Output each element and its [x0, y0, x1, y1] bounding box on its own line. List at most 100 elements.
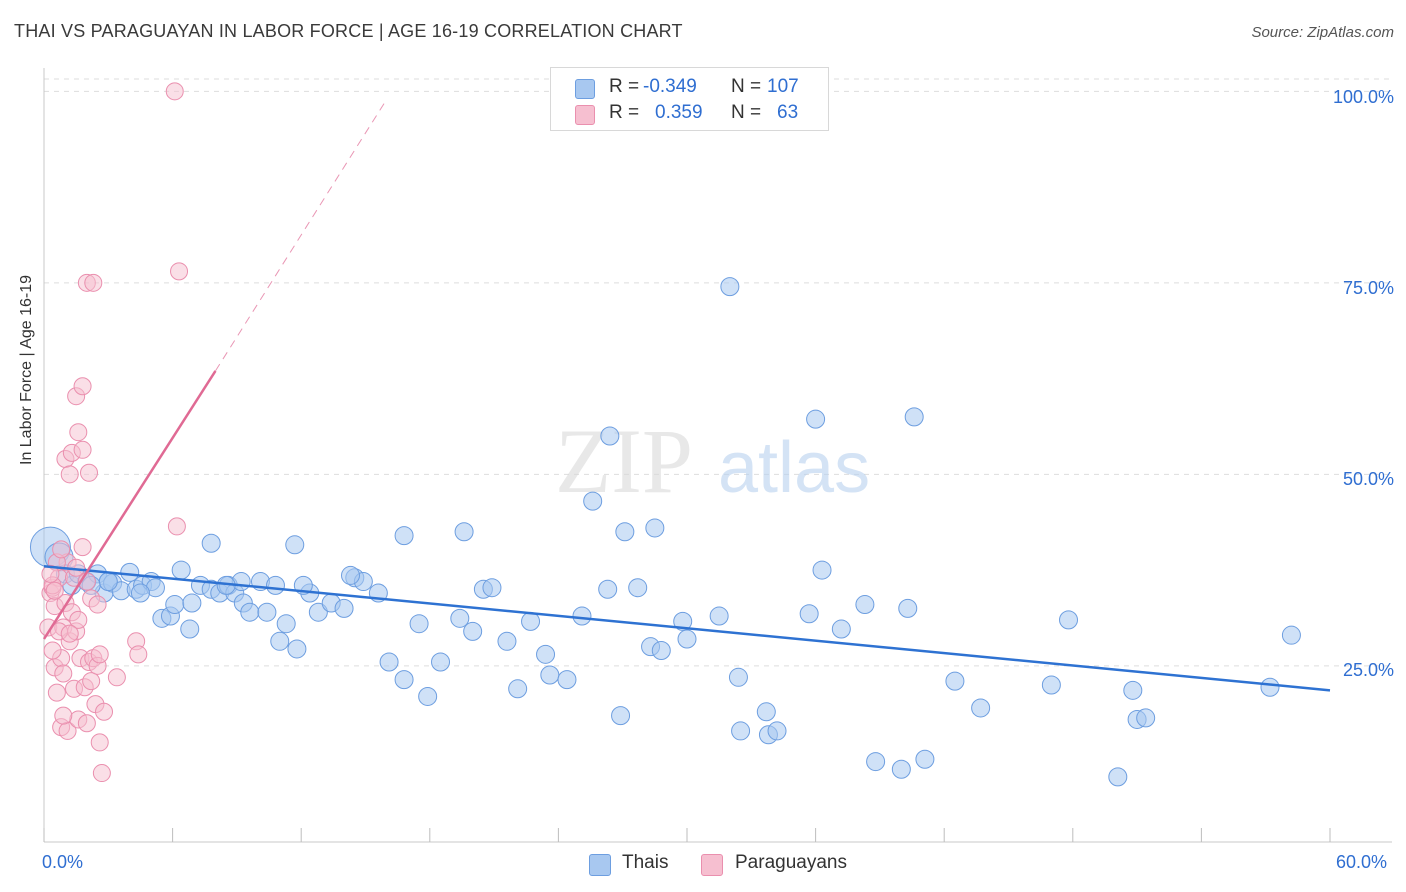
- thais-point: [171, 560, 191, 580]
- paraguayans-trend-line: [42, 370, 217, 640]
- paraguayans-point: [45, 581, 64, 600]
- thais-point: [611, 706, 631, 726]
- y-tick-label-25: 25.0%: [1342, 660, 1394, 680]
- thais-point: [394, 670, 414, 690]
- thais-point: [497, 631, 517, 651]
- paraguayans-point: [82, 672, 101, 691]
- paraguayans-point: [43, 641, 62, 660]
- thais-point: [1281, 625, 1301, 645]
- thais-point: [812, 560, 832, 580]
- thais-point: [276, 614, 296, 634]
- chart-title: THAI VS PARAGUAYAN IN LABOR FORCE | AGE …: [14, 21, 683, 41]
- legend-n-label: N =: [731, 76, 762, 97]
- thais-point: [418, 686, 438, 706]
- thais-point: [756, 702, 776, 722]
- paraguayans-point: [92, 764, 111, 783]
- paraguayans-point: [170, 262, 189, 281]
- paraguayans-point: [54, 706, 73, 725]
- thais-point: [287, 639, 307, 659]
- thais-point: [394, 526, 414, 546]
- thais-point: [598, 579, 618, 599]
- paraguayans-point: [73, 538, 92, 557]
- thais-point: [557, 670, 577, 690]
- paraguayans-trend-extension: [215, 98, 388, 372]
- paraguayans-point: [165, 82, 184, 101]
- thais-point: [645, 518, 665, 538]
- paraguayans-point: [95, 702, 114, 721]
- legend-n-label: N =: [731, 102, 762, 123]
- y-tick-label-100: 100.0%: [1332, 87, 1394, 107]
- x-tick-label-min: 0.0%: [42, 852, 84, 872]
- thais-legend-label: Thais: [622, 852, 669, 873]
- thais-point: [720, 277, 740, 297]
- correlation-legend: R = -0.349 N = 107 R = 0.359 N = 63: [550, 67, 829, 131]
- thais-point: [165, 595, 185, 615]
- thais-point: [628, 578, 648, 598]
- paraguayans-points: [39, 82, 189, 783]
- thais-point: [1108, 767, 1128, 787]
- paraguayans-n-value: 63: [777, 102, 799, 123]
- thais-point: [508, 679, 528, 699]
- paraguayans-point: [107, 668, 126, 687]
- thais-point: [673, 611, 693, 631]
- thais-point: [482, 578, 502, 598]
- paraguayans-swatch: [575, 105, 595, 125]
- watermark: ZIP atlas: [555, 410, 870, 512]
- paraguayans-point: [129, 645, 148, 664]
- paraguayans-legend-swatch: [701, 854, 723, 876]
- thais-legend-swatch: [589, 854, 611, 876]
- thais-point: [521, 611, 541, 631]
- thais-point: [806, 409, 826, 429]
- thais-point: [709, 606, 729, 626]
- thais-point: [120, 562, 140, 582]
- y-axis-label: In Labor Force | Age 16-19: [18, 274, 35, 465]
- paraguayans-r-value: 0.359: [655, 102, 703, 123]
- thais-point: [450, 608, 470, 628]
- thais-point: [98, 572, 118, 592]
- thais-point: [1123, 680, 1143, 700]
- thais-point: [891, 759, 911, 779]
- thais-trend-line: [43, 564, 1331, 692]
- thais-swatch: [575, 79, 595, 99]
- paraguayans-point: [69, 423, 88, 442]
- paraguayans-point: [60, 465, 79, 484]
- x-tick-label-max: 60.0%: [1336, 852, 1388, 872]
- paraguayans-point: [88, 595, 107, 614]
- thais-point: [1260, 677, 1280, 697]
- thais-point: [600, 426, 620, 446]
- thais-point: [572, 606, 592, 626]
- thais-point: [379, 652, 399, 672]
- paraguayans-point: [52, 540, 71, 559]
- legend-r-label: R =: [609, 102, 640, 123]
- thais-point: [334, 598, 354, 618]
- y-tick-label-75: 75.0%: [1342, 278, 1394, 298]
- thais-point: [1059, 610, 1079, 630]
- thais-r-value: -0.349: [643, 76, 697, 97]
- trend-lines: [42, 98, 1331, 692]
- paraguayans-point: [84, 273, 103, 292]
- thais-point: [915, 749, 935, 769]
- thais-point: [831, 619, 851, 639]
- thais-point: [463, 621, 483, 641]
- thais-point: [728, 667, 748, 687]
- thais-point: [799, 604, 819, 624]
- thais-point: [182, 593, 202, 613]
- paraguayans-point: [73, 377, 92, 396]
- thais-point: [904, 407, 924, 427]
- paraguayans-point: [47, 683, 66, 702]
- source-credit: Source: ZipAtlas.com: [1251, 24, 1394, 41]
- thais-point: [677, 629, 697, 649]
- paraguayans-legend-label: Paraguayans: [735, 852, 847, 873]
- paraguayans-point: [41, 564, 60, 583]
- thais-point: [615, 522, 635, 542]
- paraguayans-point: [80, 463, 99, 482]
- paraguayans-point: [54, 664, 73, 683]
- thais-point: [240, 602, 260, 622]
- paraguayans-point: [90, 733, 109, 752]
- thais-n-value: 107: [767, 76, 799, 97]
- thais-point: [308, 602, 328, 622]
- thais-point: [898, 598, 918, 618]
- paraguayans-point: [60, 624, 79, 643]
- thais-points: [29, 277, 1301, 787]
